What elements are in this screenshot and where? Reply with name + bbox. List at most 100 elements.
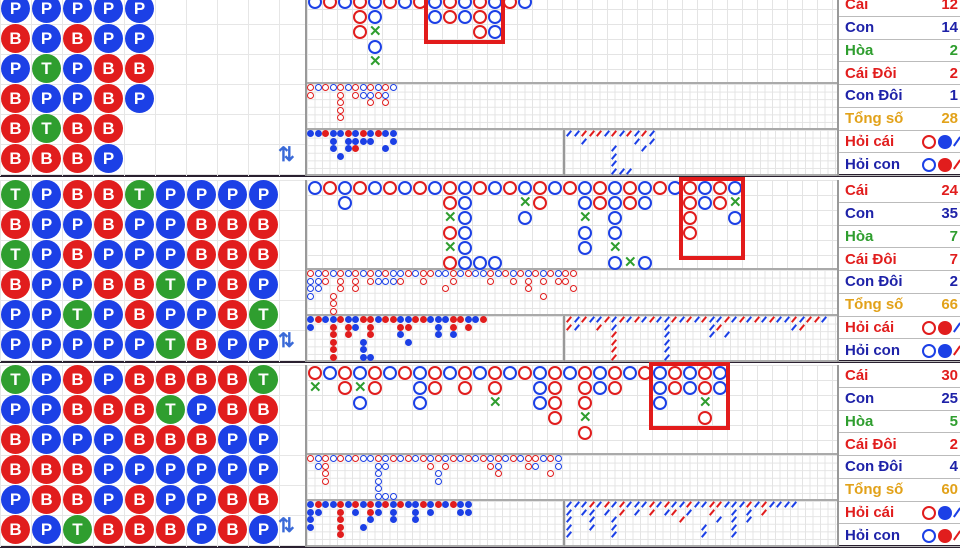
- bead-player: P: [63, 270, 92, 299]
- ask-player-button[interactable]: Hỏi con: [839, 153, 960, 176]
- small-road-dot: [367, 316, 374, 323]
- small-road-dot: [367, 130, 374, 137]
- big-eye-ring: [397, 277, 404, 285]
- big-eye-ring: [524, 277, 532, 285]
- cockroach-slash: [603, 501, 610, 508]
- big-eye-ring: [314, 455, 322, 462]
- bead-banker: B: [249, 210, 278, 239]
- big-eye-ring: [569, 270, 577, 277]
- bead-banker: B: [1, 144, 30, 173]
- switch-view-icon[interactable]: ⇅: [278, 330, 295, 352]
- small-road-dot: [382, 130, 389, 137]
- big-eye-ring: [344, 455, 352, 462]
- stat-row: Con 25: [839, 388, 960, 411]
- cockroach-slash: [708, 316, 715, 323]
- cockroach-slash: [610, 130, 618, 137]
- big-road-ring: [683, 196, 697, 210]
- small-road-dot: [352, 137, 359, 145]
- big-road-ring: [518, 0, 532, 9]
- small-road-dot: [344, 331, 352, 339]
- bead-tie: T: [32, 114, 61, 143]
- big-eye-ring: [352, 270, 359, 277]
- big-road-ring: [443, 226, 457, 240]
- ask-player-button[interactable]: Hỏi con: [839, 339, 960, 362]
- cockroach-slash: [693, 501, 700, 508]
- stat-value: 2: [949, 64, 958, 82]
- cockroach-slash: [700, 501, 708, 508]
- big-road-ring: [383, 181, 397, 195]
- small-road: [307, 130, 565, 176]
- cockroach-slash: [648, 130, 655, 137]
- big-eye-ring: [307, 270, 314, 277]
- big-road-ring: [353, 25, 367, 39]
- big-road-ring: [338, 181, 352, 195]
- red-dot-icon: [938, 528, 952, 543]
- bead-banker: B: [94, 114, 123, 143]
- big-eye-ring: [344, 270, 352, 277]
- big-eye-ring: [562, 277, 569, 285]
- stat-row: Cái Đôi 2: [839, 433, 960, 456]
- cockroach-slash: [738, 316, 745, 323]
- small-road-dot: [367, 137, 374, 145]
- small-road-dot: [329, 346, 337, 354]
- big-eye-ring: [404, 270, 412, 277]
- big-road: ✕ ✕: [307, 0, 837, 84]
- bead-player: P: [94, 144, 123, 173]
- big-road: ✕ ✕ ✕ ✕ ✕: [307, 362, 837, 455]
- bead-player: P: [125, 330, 154, 359]
- bead-banker: B: [32, 485, 61, 514]
- bead-banker: B: [1, 515, 30, 544]
- big-eye-ring: [382, 462, 389, 470]
- cockroach-slash: [633, 501, 640, 508]
- switch-view-icon[interactable]: ⇅: [278, 144, 295, 166]
- big-road: ✕ ✕ ✕ ✕ ✕ ✕ ✕: [307, 177, 837, 270]
- highlight-box: [649, 362, 730, 430]
- big-eye-road: [307, 270, 837, 316]
- big-eye-ring: [352, 277, 359, 285]
- cockroach-road: [565, 501, 837, 547]
- cockroach-slash: [715, 323, 723, 331]
- ask-player-button[interactable]: Hỏi con: [839, 524, 960, 547]
- big-road-ring: [368, 0, 382, 9]
- stat-label: Cái: [845, 182, 869, 200]
- cockroach-slash: [760, 508, 768, 516]
- ask-banker-button[interactable]: Hỏi cái: [839, 502, 960, 525]
- ask-banker-button[interactable]: Hỏi cái: [839, 317, 960, 340]
- big-road-ring: [458, 381, 472, 395]
- big-road-ring: [368, 181, 382, 195]
- big-road-ring: [548, 181, 562, 195]
- cockroach-slash: [565, 130, 573, 137]
- bead-player: P: [218, 180, 247, 209]
- big-eye-ring: [329, 455, 337, 462]
- cockroach-slash: [790, 501, 798, 508]
- ask-banker-button[interactable]: Hỏi cái: [839, 131, 960, 154]
- bead-banker: B: [156, 365, 185, 394]
- bead-tie: T: [156, 395, 185, 424]
- bead-player: P: [125, 455, 154, 484]
- cockroach-slash: [730, 531, 738, 539]
- bead-banker: B: [94, 395, 123, 424]
- small-road-dot: [427, 316, 434, 323]
- big-eye-ring: [374, 84, 382, 91]
- big-road-ring: [368, 366, 382, 380]
- bead-player: P: [94, 485, 123, 514]
- small-road-dot: [337, 508, 344, 516]
- bead-banker: B: [1, 210, 30, 239]
- big-eye-ring: [374, 462, 382, 470]
- stat-value: 7: [949, 227, 958, 245]
- red-dot-icon: [938, 320, 952, 335]
- big-eye-ring: [337, 99, 344, 107]
- highlight-box: [679, 177, 745, 260]
- big-road-ring: [428, 10, 442, 24]
- bead-player: P: [187, 180, 216, 209]
- big-eye-ring: [479, 270, 487, 277]
- bead-tie: T: [156, 330, 185, 359]
- small-road-dot: [329, 323, 337, 331]
- big-eye-ring: [374, 455, 382, 462]
- small-road-dot: [412, 501, 419, 508]
- bead-player: P: [94, 0, 123, 23]
- big-road-ring: [368, 40, 382, 54]
- big-eye-ring: [359, 91, 367, 99]
- big-road-ring: [698, 411, 712, 425]
- switch-view-icon[interactable]: ⇅: [278, 515, 295, 537]
